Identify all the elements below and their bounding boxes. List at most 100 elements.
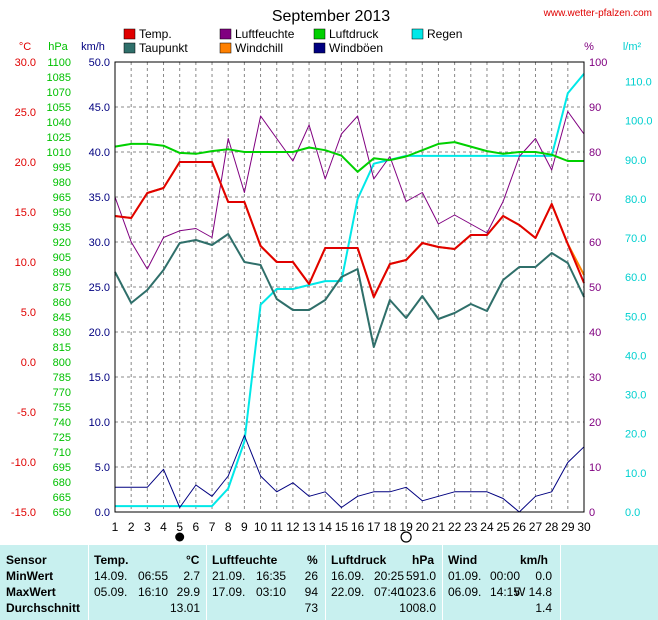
kmh-tick-label: 50.0: [89, 57, 110, 69]
day-tick-label: 12: [286, 520, 300, 534]
percent-tick-label: 60: [589, 237, 601, 249]
lm2-tick-label: 30.0: [625, 390, 646, 402]
lm2-tick-label: 80.0: [625, 194, 646, 206]
header-wind-unit: km/h: [520, 553, 549, 567]
celsius-tick-label: -15.0: [11, 507, 36, 519]
kmh-tick-label: 40.0: [89, 147, 110, 159]
row-min-wind-time: 00:00: [490, 569, 521, 583]
hpa-tick-label: 980: [53, 177, 71, 189]
kmh-tick-label: 35.0: [89, 192, 110, 204]
hpa-tick-label: 695: [53, 462, 71, 474]
kmh-tick-label: 25.0: [89, 282, 110, 294]
row-avg-wind-val: 1.4: [535, 601, 552, 615]
lm2-tick-label: 100.0: [625, 116, 653, 128]
hpa-tick-label: 860: [53, 297, 71, 309]
day-tick-label: 20: [416, 520, 430, 534]
hpa-tick-label: 740: [53, 417, 71, 429]
day-tick-label: 9: [241, 520, 248, 534]
hpa-tick-label: 1010: [47, 147, 71, 159]
day-tick-label: 16: [351, 520, 365, 534]
hpa-tick-label: 785: [53, 372, 71, 384]
row-min-ld-val: 591.0: [405, 569, 436, 583]
header-sensor: Sensor: [6, 553, 47, 567]
hpa-tick-label: 755: [53, 402, 71, 414]
row-min-wind-date: 01.09.: [448, 569, 482, 583]
row-avg-ld-val: 1008.0: [399, 601, 436, 615]
percent-tick-label: 50: [589, 282, 601, 294]
legend-label: Luftfeuchte: [235, 27, 295, 41]
percent-tick-label: 10: [589, 462, 601, 474]
day-tick-label: 2: [128, 520, 135, 534]
hpa-tick-label: 1070: [47, 87, 71, 99]
row-min-label: MinWert: [6, 569, 54, 583]
day-tick-label: 30: [577, 520, 591, 534]
new-moon-icon: [175, 532, 185, 542]
day-tick-label: 27: [529, 520, 543, 534]
series-windböen-line: [115, 435, 585, 513]
header-wind: Wind: [448, 553, 478, 567]
day-tick-label: 1: [112, 520, 119, 534]
legend-label: Temp.: [139, 27, 172, 41]
celsius-tick-label: 0.0: [21, 357, 36, 369]
series-taupunkt-line: [114, 233, 585, 348]
row-min-lf-date: 21.09.: [212, 569, 246, 583]
weather-chart: September 2013 www.wetter-pfalzen.com Te…: [11, 8, 653, 543]
lm2-axis-unit: l/m²: [623, 41, 642, 53]
full-moon-icon: [400, 531, 412, 543]
row-max-ld-val: 1023.6: [399, 585, 436, 599]
hpa-tick-label: 1055: [47, 102, 71, 114]
kmh-tick-label: 30.0: [89, 237, 110, 249]
row-min-temp-date: 14.09.: [94, 569, 128, 583]
lm2-tick-label: 20.0: [625, 429, 646, 441]
day-tick-label: 10: [254, 520, 268, 534]
row-max-lf-date: 17.09.: [212, 585, 246, 599]
kmh-tick-label: 0.0: [95, 507, 110, 519]
percent-tick-label: 0: [589, 507, 595, 519]
series-layer: [114, 73, 585, 513]
row-min-ld-date: 16.09.: [331, 569, 365, 583]
row-max-temp-val: 29.9: [176, 585, 200, 599]
day-tick-label: 8: [225, 520, 232, 534]
row-max-temp-time: 16:10: [138, 585, 169, 599]
row-max-wind-val: W 14.8: [513, 585, 552, 599]
row-min-ld-time: 20:25: [374, 569, 405, 583]
hpa-tick-label: 680: [53, 477, 71, 489]
hpa-axis-unit: hPa: [48, 41, 68, 53]
day-tick-label: 11: [270, 520, 283, 534]
legend-label: Taupunkt: [139, 41, 188, 55]
header-lf-unit: %: [307, 553, 318, 567]
legend-swatch: [411, 28, 424, 40]
hpa-tick-label: 830: [53, 327, 71, 339]
hpa-tick-label: 950: [53, 207, 71, 219]
hpa-tick-label: 800: [53, 357, 71, 369]
row-max-wind-time: 14:15: [490, 585, 521, 599]
lm2-tick-label: 110.0: [625, 77, 652, 89]
series-luftdruck-line: [114, 141, 584, 173]
legend-swatch: [313, 42, 326, 54]
header-ld-unit: hPa: [412, 553, 435, 567]
kmh-tick-label: 15.0: [89, 372, 110, 384]
series-luftfeuchte-line: [114, 111, 585, 270]
lm2-tick-label: 10.0: [625, 468, 646, 480]
day-tick-label: 28: [545, 520, 559, 534]
day-tick-label: 4: [160, 520, 167, 534]
celsius-axis-unit: °C: [19, 41, 31, 53]
lm2-tick-label: 60.0: [625, 272, 646, 284]
day-tick-label: 25: [496, 520, 510, 534]
hpa-tick-label: 1040: [47, 117, 71, 129]
chart-title: September 2013: [272, 8, 390, 25]
percent-tick-label: 70: [589, 192, 601, 204]
day-tick-label: 24: [480, 520, 494, 534]
percent-tick-label: 40: [589, 327, 601, 339]
legend-label: Windchill: [235, 41, 283, 55]
legend-swatch: [219, 42, 232, 54]
legend-label: Windböen: [329, 41, 383, 55]
hpa-tick-label: 845: [53, 312, 71, 324]
hpa-tick-label: 920: [53, 237, 71, 249]
hpa-tick-label: 650: [53, 507, 71, 519]
axis-labels: 30.025.020.015.010.05.00.0-5.0-10.0-15.0…: [11, 57, 653, 534]
legend-label: Luftdruck: [329, 27, 379, 41]
celsius-tick-label: 25.0: [15, 107, 36, 119]
hpa-tick-label: 965: [53, 192, 71, 204]
